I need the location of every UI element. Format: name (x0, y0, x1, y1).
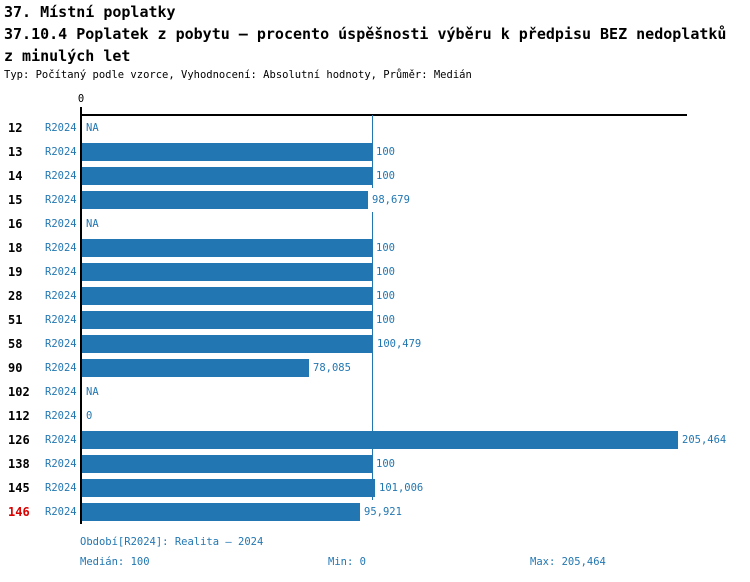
chart-row: 102 R2024 NA (0, 380, 750, 404)
row-period-label: R2024 (45, 506, 77, 518)
stat-max: Max: 205,464 (530, 556, 606, 568)
row-id-label: 145 (8, 481, 30, 495)
row-id-label: 13 (8, 145, 23, 159)
value-bar (82, 287, 372, 305)
value-bar (82, 263, 372, 281)
value-label: 100 (376, 284, 396, 308)
row-period-label: R2024 (45, 170, 77, 182)
row-id-label: 126 (8, 433, 30, 447)
axis-vertical-line (80, 107, 82, 524)
value-label: 101,006 (379, 476, 425, 500)
row-id-label: 102 (8, 385, 30, 399)
chart-row: 13 R2024 100 (0, 140, 750, 164)
chart-row: 146 R2024 95,921 (0, 500, 750, 524)
median-reference-line (372, 115, 373, 524)
chart-row: 16 R2024 NA (0, 212, 750, 236)
value-bar (82, 455, 372, 473)
chart-row: 14 R2024 100 (0, 164, 750, 188)
row-period-label: R2024 (45, 242, 77, 254)
value-label: 100 (376, 308, 396, 332)
row-id-label: 112 (8, 409, 30, 423)
row-id-label-highlighted: 146 (8, 505, 30, 519)
row-period-label: R2024 (45, 362, 77, 374)
row-id-label: 90 (8, 361, 23, 375)
value-label: 78,085 (313, 356, 352, 380)
chart-row: 90 R2024 78,085 (0, 356, 750, 380)
value-label: NA (86, 212, 100, 236)
row-period-label: R2024 (45, 194, 77, 206)
chart-row: 112 R2024 0 (0, 404, 750, 428)
value-bar (82, 503, 360, 521)
row-id-label: 18 (8, 241, 23, 255)
chart-row: 18 R2024 100 (0, 236, 750, 260)
row-id-label: 28 (8, 289, 23, 303)
chart-row: 145 R2024 101,006 (0, 476, 750, 500)
value-bar (82, 359, 309, 377)
chart-row: 15 R2024 98,679 (0, 188, 750, 212)
row-period-label: R2024 (45, 458, 77, 470)
value-bar (82, 143, 372, 161)
chart-row: 19 R2024 100 (0, 260, 750, 284)
report-title-line2: z minulých let (4, 47, 131, 65)
value-label: 100 (376, 140, 396, 164)
row-period-label: R2024 (45, 386, 77, 398)
row-period-label: R2024 (45, 218, 77, 230)
row-period-label: R2024 (45, 338, 77, 350)
chart-row: 28 R2024 100 (0, 284, 750, 308)
value-label: 100 (376, 452, 396, 476)
value-bar (82, 311, 372, 329)
row-period-label: R2024 (45, 434, 77, 446)
period-caption: Období[R2024]: Realita – 2024 (80, 536, 264, 548)
value-label: 100,479 (377, 332, 423, 356)
axis-zero-tick-label: 0 (77, 93, 85, 105)
value-bar (82, 479, 375, 497)
value-label: 100 (376, 236, 396, 260)
value-label: 95,921 (364, 500, 403, 524)
report-title-line1: 37.10.4 Poplatek z pobytu – procento úsp… (4, 25, 727, 43)
row-id-label: 138 (8, 457, 30, 471)
chart-row: 12 R2024 NA (0, 116, 750, 140)
row-id-label: 58 (8, 337, 23, 351)
chart-row: 58 R2024 100,479 (0, 332, 750, 356)
row-period-label: R2024 (45, 266, 77, 278)
row-period-label: R2024 (45, 410, 77, 422)
value-label: NA (86, 116, 100, 140)
value-bar (82, 335, 373, 353)
chart-row: 126 R2024 205,464 (0, 428, 750, 452)
value-label: 0 (86, 404, 94, 428)
row-period-label: R2024 (45, 122, 77, 134)
chart-row: 138 R2024 100 (0, 452, 750, 476)
report-meta: Typ: Počítaný podle vzorce, Vyhodnocení:… (4, 69, 472, 81)
value-bar (82, 431, 678, 449)
row-period-label: R2024 (45, 290, 77, 302)
chart-rows: 12 R2024 NA 13 R2024 100 14 R2024 100 15 R2024 98,6… (0, 116, 750, 524)
row-id-label: 16 (8, 217, 23, 231)
value-bar (82, 191, 368, 209)
value-bar (82, 167, 372, 185)
value-label: 100 (376, 164, 396, 188)
value-label: 205,464 (682, 428, 728, 452)
row-id-label: 15 (8, 193, 23, 207)
row-id-label: 14 (8, 169, 23, 183)
row-period-label: R2024 (45, 314, 77, 326)
value-label: 98,679 (372, 188, 411, 212)
section-title: 37. Místní poplatky (4, 3, 176, 21)
row-id-label: 19 (8, 265, 23, 279)
stat-min: Min: 0 (328, 556, 366, 568)
value-label: 100 (376, 260, 396, 284)
axis-top-line (80, 114, 687, 116)
row-id-label: 12 (8, 121, 23, 135)
row-period-label: R2024 (45, 482, 77, 494)
row-id-label: 51 (8, 313, 23, 327)
stat-median: Medián: 100 (80, 556, 150, 568)
value-bar (82, 239, 372, 257)
value-label: NA (86, 380, 100, 404)
chart-row: 51 R2024 100 (0, 308, 750, 332)
row-period-label: R2024 (45, 146, 77, 158)
